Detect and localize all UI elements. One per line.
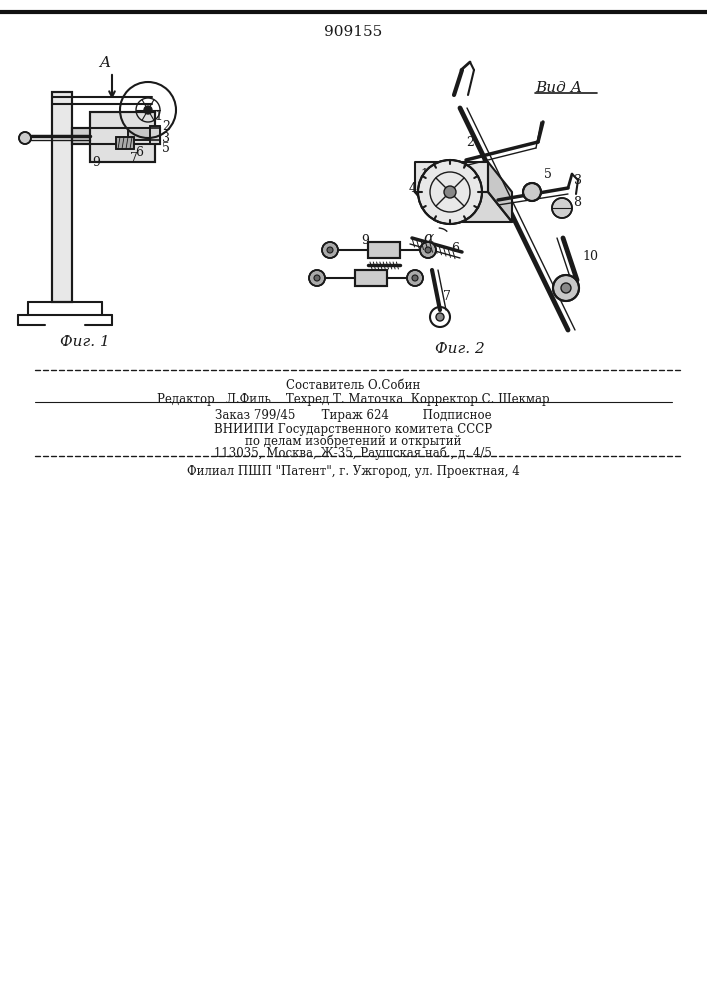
Text: ВНИИПИ Государственного комитета СССР: ВНИИПИ Государственного комитета СССР	[214, 423, 492, 436]
Bar	[72, 128, 160, 144]
Circle shape	[309, 270, 325, 286]
Text: 3: 3	[574, 174, 582, 186]
Text: 1: 1	[154, 109, 162, 122]
Text: 10: 10	[582, 249, 598, 262]
Bar	[368, 242, 400, 258]
Circle shape	[553, 275, 579, 301]
Text: Вид А: Вид А	[535, 81, 582, 95]
Circle shape	[444, 186, 456, 198]
Bar	[128, 128, 160, 140]
Bar	[128, 128, 160, 140]
Text: 909155: 909155	[324, 25, 382, 39]
Text: Фиг. 1: Фиг. 1	[60, 335, 110, 349]
Text: 2: 2	[466, 135, 474, 148]
Polygon shape	[415, 162, 488, 192]
Circle shape	[144, 106, 152, 114]
Text: 6: 6	[451, 242, 459, 255]
Circle shape	[407, 270, 423, 286]
Bar	[116, 137, 134, 149]
Circle shape	[420, 242, 436, 258]
Bar	[150, 126, 160, 144]
Polygon shape	[488, 162, 512, 222]
Circle shape	[561, 283, 571, 293]
Circle shape	[523, 183, 541, 201]
Text: 9: 9	[361, 233, 369, 246]
Bar	[116, 137, 134, 149]
Text: α: α	[423, 231, 433, 245]
Bar	[90, 112, 155, 162]
Circle shape	[314, 275, 320, 281]
Bar	[150, 126, 160, 144]
Text: 4: 4	[409, 182, 417, 194]
Text: 2: 2	[162, 120, 170, 133]
Text: 9: 9	[92, 155, 100, 168]
Circle shape	[552, 198, 572, 218]
Text: A: A	[100, 56, 110, 70]
Bar	[90, 112, 155, 162]
Text: Фиг. 2: Фиг. 2	[435, 342, 485, 356]
Text: 8: 8	[573, 196, 581, 210]
Circle shape	[19, 132, 31, 144]
Bar	[355, 270, 387, 286]
Text: Заказ 799/45       Тираж 624         Подписное: Заказ 799/45 Тираж 624 Подписное	[215, 409, 491, 422]
Circle shape	[322, 242, 338, 258]
Bar	[355, 270, 387, 286]
Circle shape	[327, 247, 333, 253]
Circle shape	[425, 247, 431, 253]
Text: Филиал ПШП "Патент", г. Ужгород, ул. Проектная, 4: Филиал ПШП "Патент", г. Ужгород, ул. Про…	[187, 465, 520, 478]
Text: Составитель О.Собин: Составитель О.Собин	[286, 379, 420, 392]
Polygon shape	[415, 192, 512, 222]
Circle shape	[436, 313, 444, 321]
Circle shape	[418, 160, 482, 224]
Circle shape	[412, 275, 418, 281]
Text: 7: 7	[130, 152, 138, 165]
Text: 113035, Москва, Ж-35, Раушская наб., д. 4/5: 113035, Москва, Ж-35, Раушская наб., д. …	[214, 447, 492, 460]
Bar	[72, 128, 160, 144]
Bar	[368, 242, 400, 258]
Bar	[52, 92, 72, 302]
Text: 5: 5	[544, 167, 552, 180]
Text: 1: 1	[420, 168, 428, 182]
Text: 7: 7	[443, 290, 451, 304]
Text: 3: 3	[162, 131, 170, 144]
Text: 6: 6	[135, 145, 143, 158]
Text: Редактор   Л.Филь    Техред Т. Маточка  Корректор С. Шекмар: Редактор Л.Филь Техред Т. Маточка Коррек…	[157, 393, 549, 406]
Text: по делам изобретений и открытий: по делам изобретений и открытий	[245, 435, 461, 448]
Bar	[52, 92, 72, 302]
Text: 5: 5	[162, 142, 170, 155]
